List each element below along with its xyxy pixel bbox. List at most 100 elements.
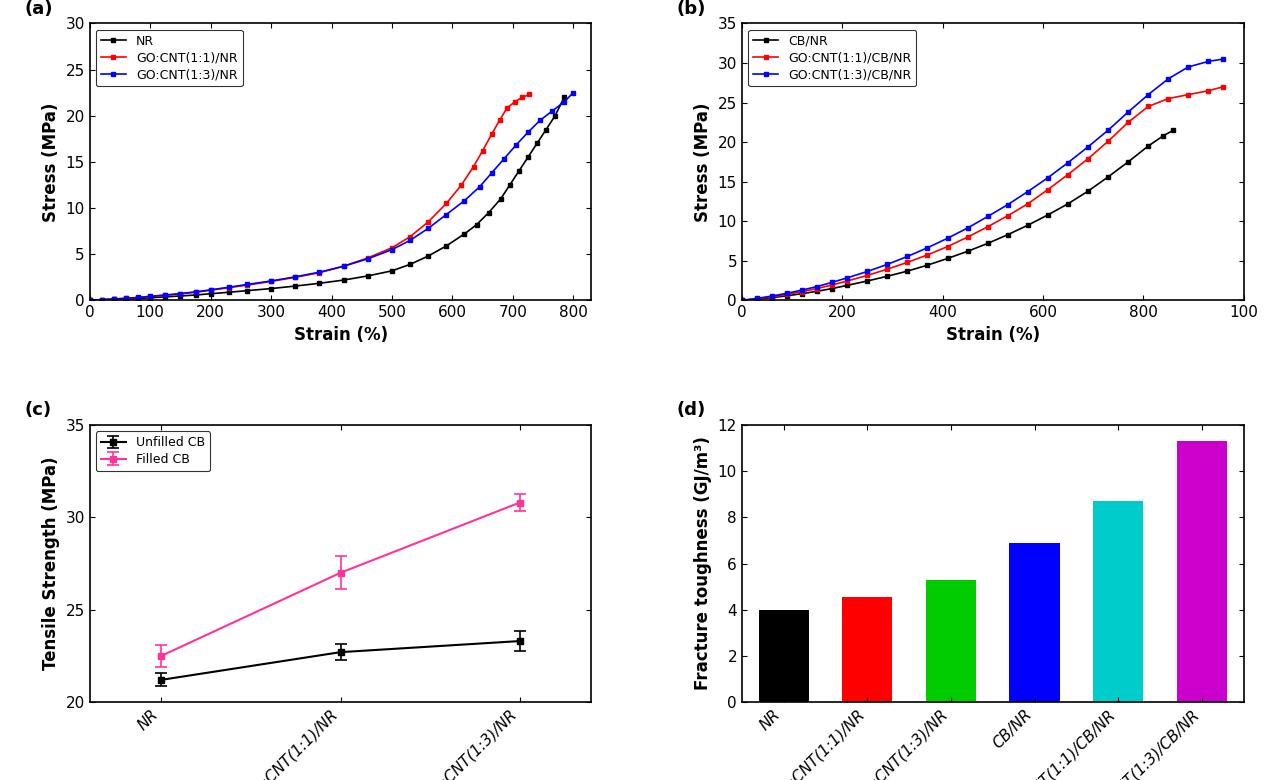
GO:CNT(1:1)/NR [465, 161, 481, 171]
GO:CNT(1:3)/CB/NR [795, 285, 810, 295]
GO:CNT(1:3)/CB/NR [1000, 200, 1015, 209]
GO:CNT(1:1)/CB/NR [1020, 199, 1036, 208]
NR [158, 292, 173, 302]
GO:CNT(1:1)/CB/NR [979, 222, 995, 232]
Bar [759, 610, 809, 702]
Legend: Unfilled CB, Filled CB: Unfilled CB, Filled CB [96, 431, 210, 471]
NR [556, 93, 572, 102]
Line: GO:CNT(1:1)/NR: GO:CNT(1:1)/NR [87, 92, 532, 303]
CB/NR [749, 295, 764, 304]
CB/NR [1141, 141, 1156, 151]
GO:CNT(1:3)/CB/NR [1100, 126, 1115, 135]
CB/NR [1020, 221, 1036, 230]
GO:CNT(1:3)/NR [188, 287, 204, 296]
GO:CNT(1:3)/CB/NR [1120, 108, 1136, 117]
GO:CNT(1:1)/NR [173, 289, 188, 299]
GO:CNT(1:3)/CB/NR [1181, 62, 1196, 72]
GO:CNT(1:3)/NR [203, 285, 218, 295]
NR [385, 266, 400, 275]
NR [188, 290, 204, 300]
GO:CNT(1:3)/CB/NR [1081, 142, 1096, 151]
CB/NR [940, 254, 955, 263]
GO:CNT(1:3)/CB/NR [1060, 158, 1076, 168]
GO:CNT(1:3)/NR [221, 282, 236, 292]
GO:CNT(1:1)/CB/NR [900, 257, 915, 267]
GO:CNT(1:1)/CB/NR [1160, 94, 1176, 103]
CB/NR [979, 239, 995, 248]
CB/NR [900, 267, 915, 276]
Line: GO:CNT(1:3)/CB/NR: GO:CNT(1:3)/CB/NR [740, 57, 1226, 303]
GO:CNT(1:3)/NR [336, 261, 351, 271]
GO:CNT(1:3)/NR [385, 245, 400, 254]
GO:CNT(1:3)/NR [508, 140, 523, 150]
NR [312, 278, 327, 288]
Text: (b): (b) [677, 0, 706, 18]
CB/NR [879, 271, 895, 281]
GO:CNT(1:3)/CB/NR [735, 296, 750, 305]
GO:CNT(1:1)/NR [118, 293, 133, 303]
GO:CNT(1:1)/NR [203, 285, 218, 295]
CB/NR [1040, 211, 1055, 220]
GO:CNT(1:3)/NR [94, 295, 109, 304]
NR [94, 296, 109, 305]
GO:CNT(1:1)/CB/NR [1215, 82, 1231, 91]
CB/NR [1120, 158, 1136, 167]
GO:CNT(1:3)/CB/NR [1040, 173, 1055, 183]
GO:CNT(1:1)/NR [485, 129, 500, 139]
NR [512, 166, 527, 176]
NR [142, 293, 158, 303]
NR [503, 180, 518, 190]
GO:CNT(1:1)/NR [106, 294, 122, 303]
GO:CNT(1:3)/CB/NR [809, 282, 824, 291]
Line: GO:CNT(1:3)/NR: GO:CNT(1:3)/NR [87, 90, 576, 303]
Bar [926, 580, 976, 702]
GO:CNT(1:3)/CB/NR [1215, 55, 1231, 64]
GO:CNT(1:3)/CB/NR [900, 252, 915, 261]
Line: GO:CNT(1:1)/CB/NR: GO:CNT(1:1)/CB/NR [740, 84, 1226, 303]
GO:CNT(1:3)/NR [496, 154, 512, 164]
NR [403, 260, 418, 269]
GO:CNT(1:3)/CB/NR [1160, 74, 1176, 83]
CB/NR [779, 291, 795, 300]
GO:CNT(1:3)/NR [118, 293, 133, 303]
GO:CNT(1:1)/NR [221, 283, 236, 292]
GO:CNT(1:3)/NR [545, 106, 560, 115]
GO:CNT(1:3)/NR [360, 254, 376, 264]
NR [240, 286, 255, 296]
CB/NR [1081, 186, 1096, 196]
CB/NR [840, 281, 855, 290]
NR [494, 194, 509, 204]
GO:CNT(1:1)/CB/NR [795, 287, 810, 296]
NR [520, 153, 536, 162]
GO:CNT(1:1)/CB/NR [1060, 170, 1076, 179]
CB/NR [919, 261, 935, 270]
GO:CNT(1:3)/NR [485, 168, 500, 178]
GO:CNT(1:3)/CB/NR [1141, 90, 1156, 99]
NR [106, 295, 122, 304]
GO:CNT(1:1)/CB/NR [1040, 185, 1055, 194]
X-axis label: Strain (%): Strain (%) [946, 326, 1040, 344]
GO:CNT(1:1)/CB/NR [779, 289, 795, 299]
Text: (c): (c) [24, 402, 51, 420]
GO:CNT(1:3)/NR [82, 296, 97, 305]
GO:CNT(1:3)/CB/NR [979, 212, 995, 222]
CB/NR [1165, 126, 1181, 135]
GO:CNT(1:3)/NR [565, 88, 581, 98]
GO:CNT(1:1)/CB/NR [960, 232, 976, 242]
Bar [1094, 502, 1144, 702]
NR [203, 289, 218, 299]
GO:CNT(1:1)/CB/NR [1081, 154, 1096, 163]
CB/NR [764, 293, 779, 303]
GO:CNT(1:1)/CB/NR [1201, 86, 1217, 95]
GO:CNT(1:1)/NR [82, 296, 97, 305]
GO:CNT(1:3)/NR [556, 98, 572, 107]
CB/NR [1100, 172, 1115, 182]
GO:CNT(1:1)/NR [515, 93, 531, 102]
GO:CNT(1:3)/CB/NR [824, 278, 840, 287]
NR [529, 139, 545, 148]
GO:CNT(1:1)/NR [240, 281, 255, 290]
GO:CNT(1:1)/NR [474, 146, 490, 155]
GO:CNT(1:1)/CB/NR [879, 264, 895, 274]
GO:CNT(1:1)/NR [336, 261, 351, 271]
GO:CNT(1:1)/CB/NR [824, 280, 840, 289]
